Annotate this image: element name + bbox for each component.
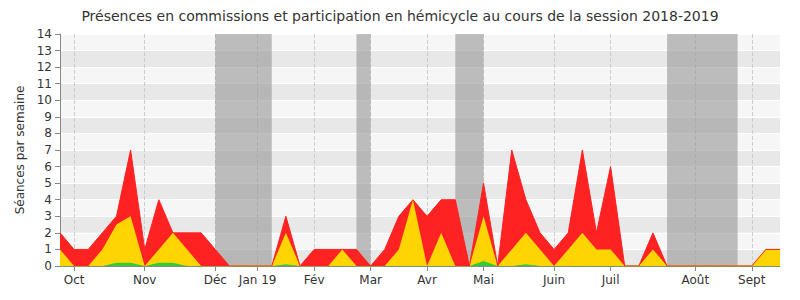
svg-text:Mai: Mai xyxy=(473,273,494,287)
svg-text:13: 13 xyxy=(37,44,52,58)
svg-text:Jan 19: Jan 19 xyxy=(238,273,277,287)
svg-text:5: 5 xyxy=(44,176,52,190)
svg-text:Déc: Déc xyxy=(204,273,227,287)
svg-text:10: 10 xyxy=(37,93,52,107)
svg-text:9: 9 xyxy=(44,110,52,124)
svg-text:Sept: Sept xyxy=(738,273,766,287)
svg-text:7: 7 xyxy=(44,143,52,157)
svg-text:Nov: Nov xyxy=(133,273,156,287)
svg-text:6: 6 xyxy=(44,160,52,174)
svg-text:0: 0 xyxy=(44,259,52,273)
svg-text:1: 1 xyxy=(44,242,52,256)
svg-text:14: 14 xyxy=(37,27,52,41)
svg-text:Fév: Fév xyxy=(304,273,325,287)
svg-text:2: 2 xyxy=(44,226,52,240)
svg-text:Séances par semaine: Séances par semaine xyxy=(13,86,27,215)
svg-text:Présences en commissions et pa: Présences en commissions et participatio… xyxy=(81,8,718,24)
svg-text:Avr: Avr xyxy=(417,273,437,287)
svg-text:3: 3 xyxy=(44,209,52,223)
svg-text:4: 4 xyxy=(44,193,52,207)
svg-text:Mar: Mar xyxy=(359,273,382,287)
svg-text:Oct: Oct xyxy=(64,273,85,287)
svg-text:11: 11 xyxy=(37,77,52,91)
svg-text:Août: Août xyxy=(681,273,709,287)
svg-text:12: 12 xyxy=(37,60,52,74)
svg-text:Juil: Juil xyxy=(601,273,620,287)
svg-text:8: 8 xyxy=(44,126,52,140)
svg-text:Juin: Juin xyxy=(542,273,565,287)
